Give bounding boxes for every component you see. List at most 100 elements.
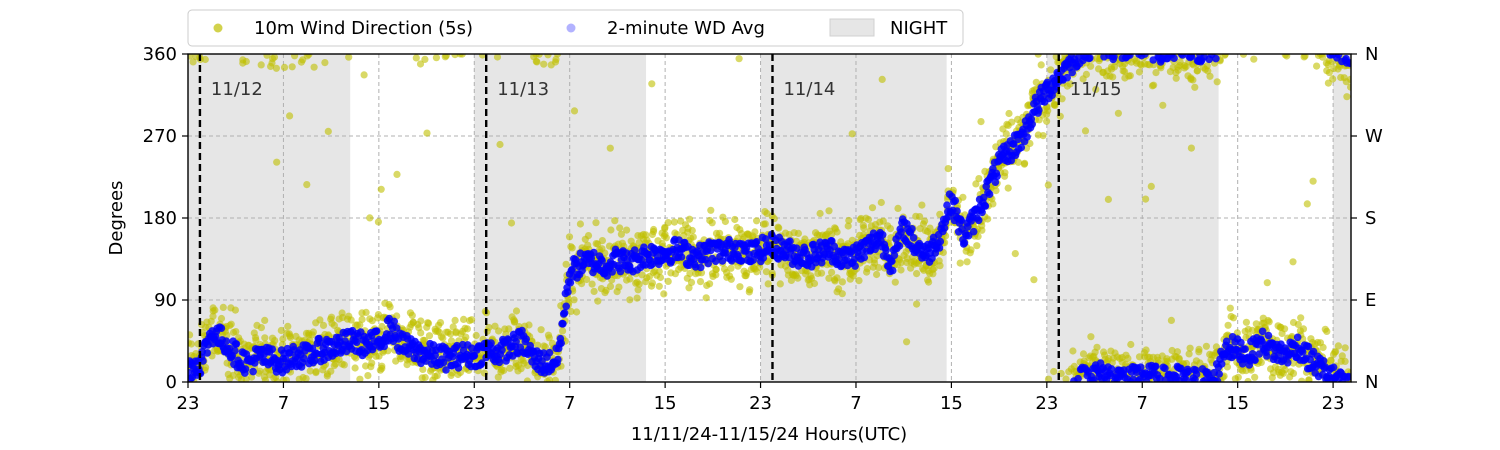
raw-point	[424, 319, 433, 327]
raw-point	[989, 200, 997, 208]
avg-point	[512, 337, 520, 346]
legend: 10m Wind Direction (5s) 2-minute WD Avg …	[187, 9, 964, 47]
raw-point	[433, 372, 441, 380]
raw-point	[1127, 340, 1135, 349]
raw-point	[534, 341, 542, 349]
raw-point	[735, 55, 743, 63]
raw-point	[316, 316, 324, 324]
avg-point	[1304, 342, 1313, 351]
x-tick-label-11: 15	[1226, 393, 1249, 414]
avg-point	[1264, 331, 1273, 340]
raw-point	[567, 307, 575, 315]
raw-point	[978, 226, 986, 234]
raw-point	[242, 57, 250, 66]
y-axis-ticks: 0 90 180 270 360	[143, 44, 188, 393]
raw-point	[977, 118, 985, 126]
raw-point	[552, 55, 560, 64]
raw-point	[288, 63, 296, 71]
raw-point	[351, 364, 359, 372]
y2-tick-label-4: N	[1365, 44, 1378, 65]
avg-point	[1017, 143, 1026, 152]
raw-point	[1187, 144, 1195, 152]
raw-point	[762, 268, 771, 276]
raw-point	[386, 303, 394, 311]
avg-point	[890, 251, 899, 260]
raw-point	[921, 217, 929, 225]
raw-point	[436, 319, 445, 327]
raw-point	[1147, 182, 1155, 190]
raw-point	[706, 280, 714, 288]
raw-point	[227, 320, 235, 328]
avg-point	[557, 339, 565, 348]
raw-point	[458, 54, 466, 58]
avg-point	[1035, 106, 1043, 114]
raw-point	[541, 343, 550, 351]
raw-point	[421, 336, 429, 344]
raw-point	[936, 210, 944, 218]
raw-point	[273, 158, 281, 166]
avg-point	[554, 355, 562, 364]
raw-point	[660, 290, 668, 298]
avg-point	[974, 216, 983, 225]
raw-point	[975, 175, 983, 183]
raw-point	[523, 377, 531, 382]
avg-point	[300, 354, 308, 363]
avg-point	[940, 224, 949, 232]
day-marker-label-2: 11/14	[783, 79, 835, 100]
raw-point	[1303, 200, 1311, 208]
raw-point	[712, 271, 720, 279]
raw-point	[655, 282, 663, 290]
raw-point	[510, 318, 518, 326]
raw-point	[223, 331, 231, 339]
raw-point	[576, 220, 585, 228]
y-tick-label-1: 90	[154, 290, 177, 311]
raw-point	[551, 376, 559, 382]
raw-point	[1030, 276, 1038, 284]
avg-point	[878, 231, 887, 239]
raw-point	[897, 259, 905, 267]
avg-wind-direction-points	[188, 54, 1351, 382]
avg-point	[1126, 54, 1134, 59]
avg-point	[495, 358, 504, 367]
y2-tick-label-3: W	[1365, 126, 1383, 147]
raw-point	[1323, 327, 1331, 335]
avg-point	[737, 257, 746, 265]
raw-point	[687, 278, 696, 286]
raw-point	[419, 365, 427, 373]
raw-point	[319, 321, 328, 329]
raw-point	[568, 244, 576, 252]
raw-point	[877, 198, 885, 207]
raw-point	[776, 280, 784, 288]
raw-point	[972, 180, 980, 188]
raw-point	[688, 226, 696, 235]
raw-point	[1223, 363, 1231, 371]
avg-point	[718, 257, 727, 265]
avg-point	[352, 338, 361, 347]
raw-point	[1297, 314, 1305, 322]
raw-point	[446, 330, 455, 338]
raw-point	[1242, 318, 1250, 326]
avg-point	[1306, 355, 1314, 364]
raw-point	[1313, 62, 1321, 70]
raw-point	[1172, 74, 1180, 82]
raw-point	[517, 365, 525, 373]
raw-point	[519, 356, 527, 365]
raw-point	[963, 258, 971, 266]
raw-point	[886, 225, 895, 233]
avg-point	[935, 244, 944, 252]
avg-point	[1028, 120, 1036, 129]
raw-point	[1346, 75, 1351, 83]
raw-point	[1087, 333, 1095, 341]
raw-point	[761, 220, 769, 228]
raw-point	[727, 275, 735, 283]
raw-point	[807, 272, 815, 280]
avg-point	[704, 259, 712, 268]
avg-point	[453, 341, 461, 350]
raw-point	[345, 54, 353, 61]
raw-point	[1202, 342, 1210, 350]
avg-point	[1184, 367, 1193, 376]
raw-point	[721, 217, 730, 226]
raw-point	[1079, 350, 1088, 358]
raw-point	[1195, 345, 1203, 353]
avg-point	[957, 216, 965, 225]
